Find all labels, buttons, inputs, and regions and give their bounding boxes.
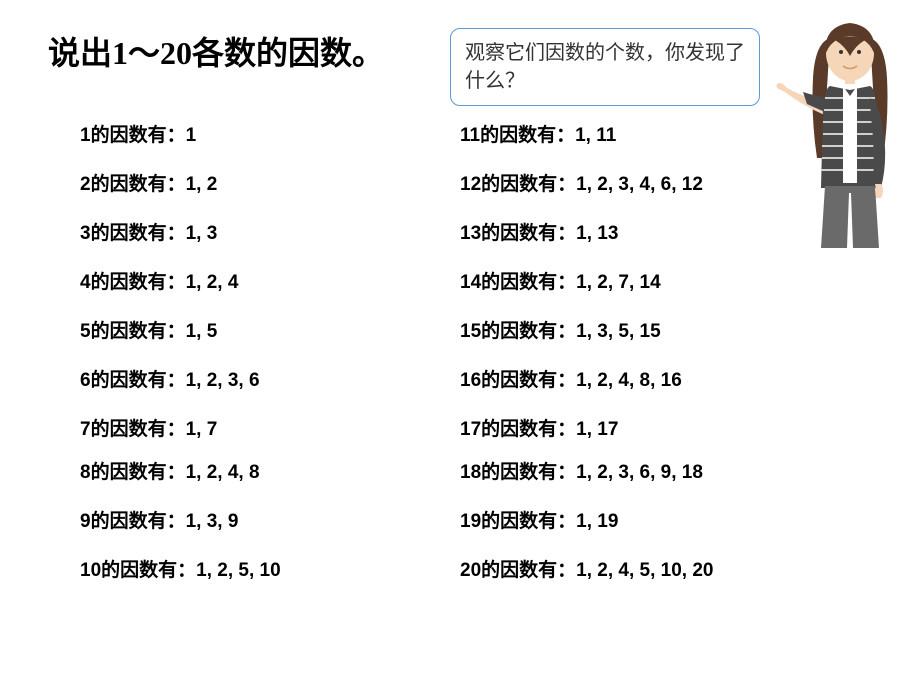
row-label: 8的因数有：	[80, 462, 186, 483]
factor-row: 18的因数有：1, 2, 3, 6, 9, 18	[460, 457, 920, 484]
factor-row: 1的因数有：1	[80, 120, 440, 147]
factor-row: 10的因数有：1, 2, 5, 10	[80, 555, 440, 582]
row-factors: 1, 11	[575, 125, 616, 146]
teacher-illustration	[775, 8, 920, 248]
row-label: 18的因数有：	[460, 462, 576, 483]
row-label: 14的因数有：	[460, 272, 576, 293]
factor-row: 4的因数有：1, 2, 4	[80, 267, 440, 294]
row-label: 20的因数有：	[460, 560, 576, 581]
row-label: 13的因数有：	[460, 223, 576, 244]
row-factors: 1, 2, 3, 6, 9, 18	[576, 462, 703, 483]
factor-row: 3的因数有：1, 3	[80, 218, 440, 245]
row-factors: 1, 3	[186, 223, 218, 244]
row-label: 11的因数有：	[460, 125, 575, 146]
row-label: 12的因数有：	[460, 174, 576, 195]
factor-row: 2的因数有：1, 2	[80, 169, 440, 196]
left-column: 1的因数有：1 2的因数有：1, 2 3的因数有：1, 3 4的因数有：1, 2…	[0, 120, 460, 604]
factor-row: 14的因数有：1, 2, 7, 14	[460, 267, 920, 294]
row-factors: 1, 2, 7, 14	[576, 272, 661, 293]
page-title: 说出1～20各数的因数。	[48, 28, 384, 74]
factor-row: 17的因数有：1, 17	[460, 414, 920, 441]
row-label: 5的因数有：	[80, 321, 186, 342]
speech-bubble: 观察它们因数的个数，你发现了什么？	[450, 28, 760, 106]
factor-row: 6的因数有：1, 2, 3, 6	[80, 365, 440, 392]
row-factors: 1, 2, 4, 8	[186, 462, 260, 483]
row-label: 4的因数有：	[80, 272, 186, 293]
factor-row: 5的因数有：1, 5	[80, 316, 440, 343]
row-factors: 1, 3, 9	[186, 511, 239, 532]
row-factors: 1, 5	[186, 321, 218, 342]
factor-row: 16的因数有：1, 2, 4, 8, 16	[460, 365, 920, 392]
row-label: 10的因数有：	[80, 560, 196, 581]
row-label: 6的因数有：	[80, 370, 186, 391]
row-factors: 1, 2, 4	[186, 272, 239, 293]
row-factors: 1, 17	[576, 419, 618, 440]
row-label: 7的因数有：	[80, 419, 186, 440]
row-label: 1的因数有：	[80, 125, 186, 146]
row-factors: 1, 2, 3, 4, 6, 12	[576, 174, 703, 195]
row-factors: 1, 19	[576, 511, 618, 532]
row-label: 16的因数有：	[460, 370, 576, 391]
row-label: 2的因数有：	[80, 174, 186, 195]
row-factors: 1, 2, 4, 8, 16	[576, 370, 682, 391]
row-factors: 1, 2, 3, 6	[186, 370, 260, 391]
row-factors: 1, 13	[576, 223, 618, 244]
row-label: 15的因数有：	[460, 321, 576, 342]
factor-row: 20的因数有：1, 2, 4, 5, 10, 20	[460, 555, 920, 582]
row-factors: 1, 2, 5, 10	[196, 560, 281, 581]
factor-row: 15的因数有：1, 3, 5, 15	[460, 316, 920, 343]
row-factors: 1, 3, 5, 15	[576, 321, 661, 342]
row-label: 19的因数有：	[460, 511, 576, 532]
factor-row: 8的因数有：1, 2, 4, 8	[80, 457, 440, 484]
factor-row: 19的因数有：1, 19	[460, 506, 920, 533]
row-factors: 1, 7	[186, 419, 218, 440]
row-factors: 1, 2	[186, 174, 218, 195]
row-label: 9的因数有：	[80, 511, 186, 532]
factor-row: 7的因数有：1, 7	[80, 414, 440, 441]
row-label: 17的因数有：	[460, 419, 576, 440]
row-factors: 1	[186, 125, 197, 146]
factor-row: 9的因数有：1, 3, 9	[80, 506, 440, 533]
row-label: 3的因数有：	[80, 223, 186, 244]
row-factors: 1, 2, 4, 5, 10, 20	[576, 560, 713, 581]
